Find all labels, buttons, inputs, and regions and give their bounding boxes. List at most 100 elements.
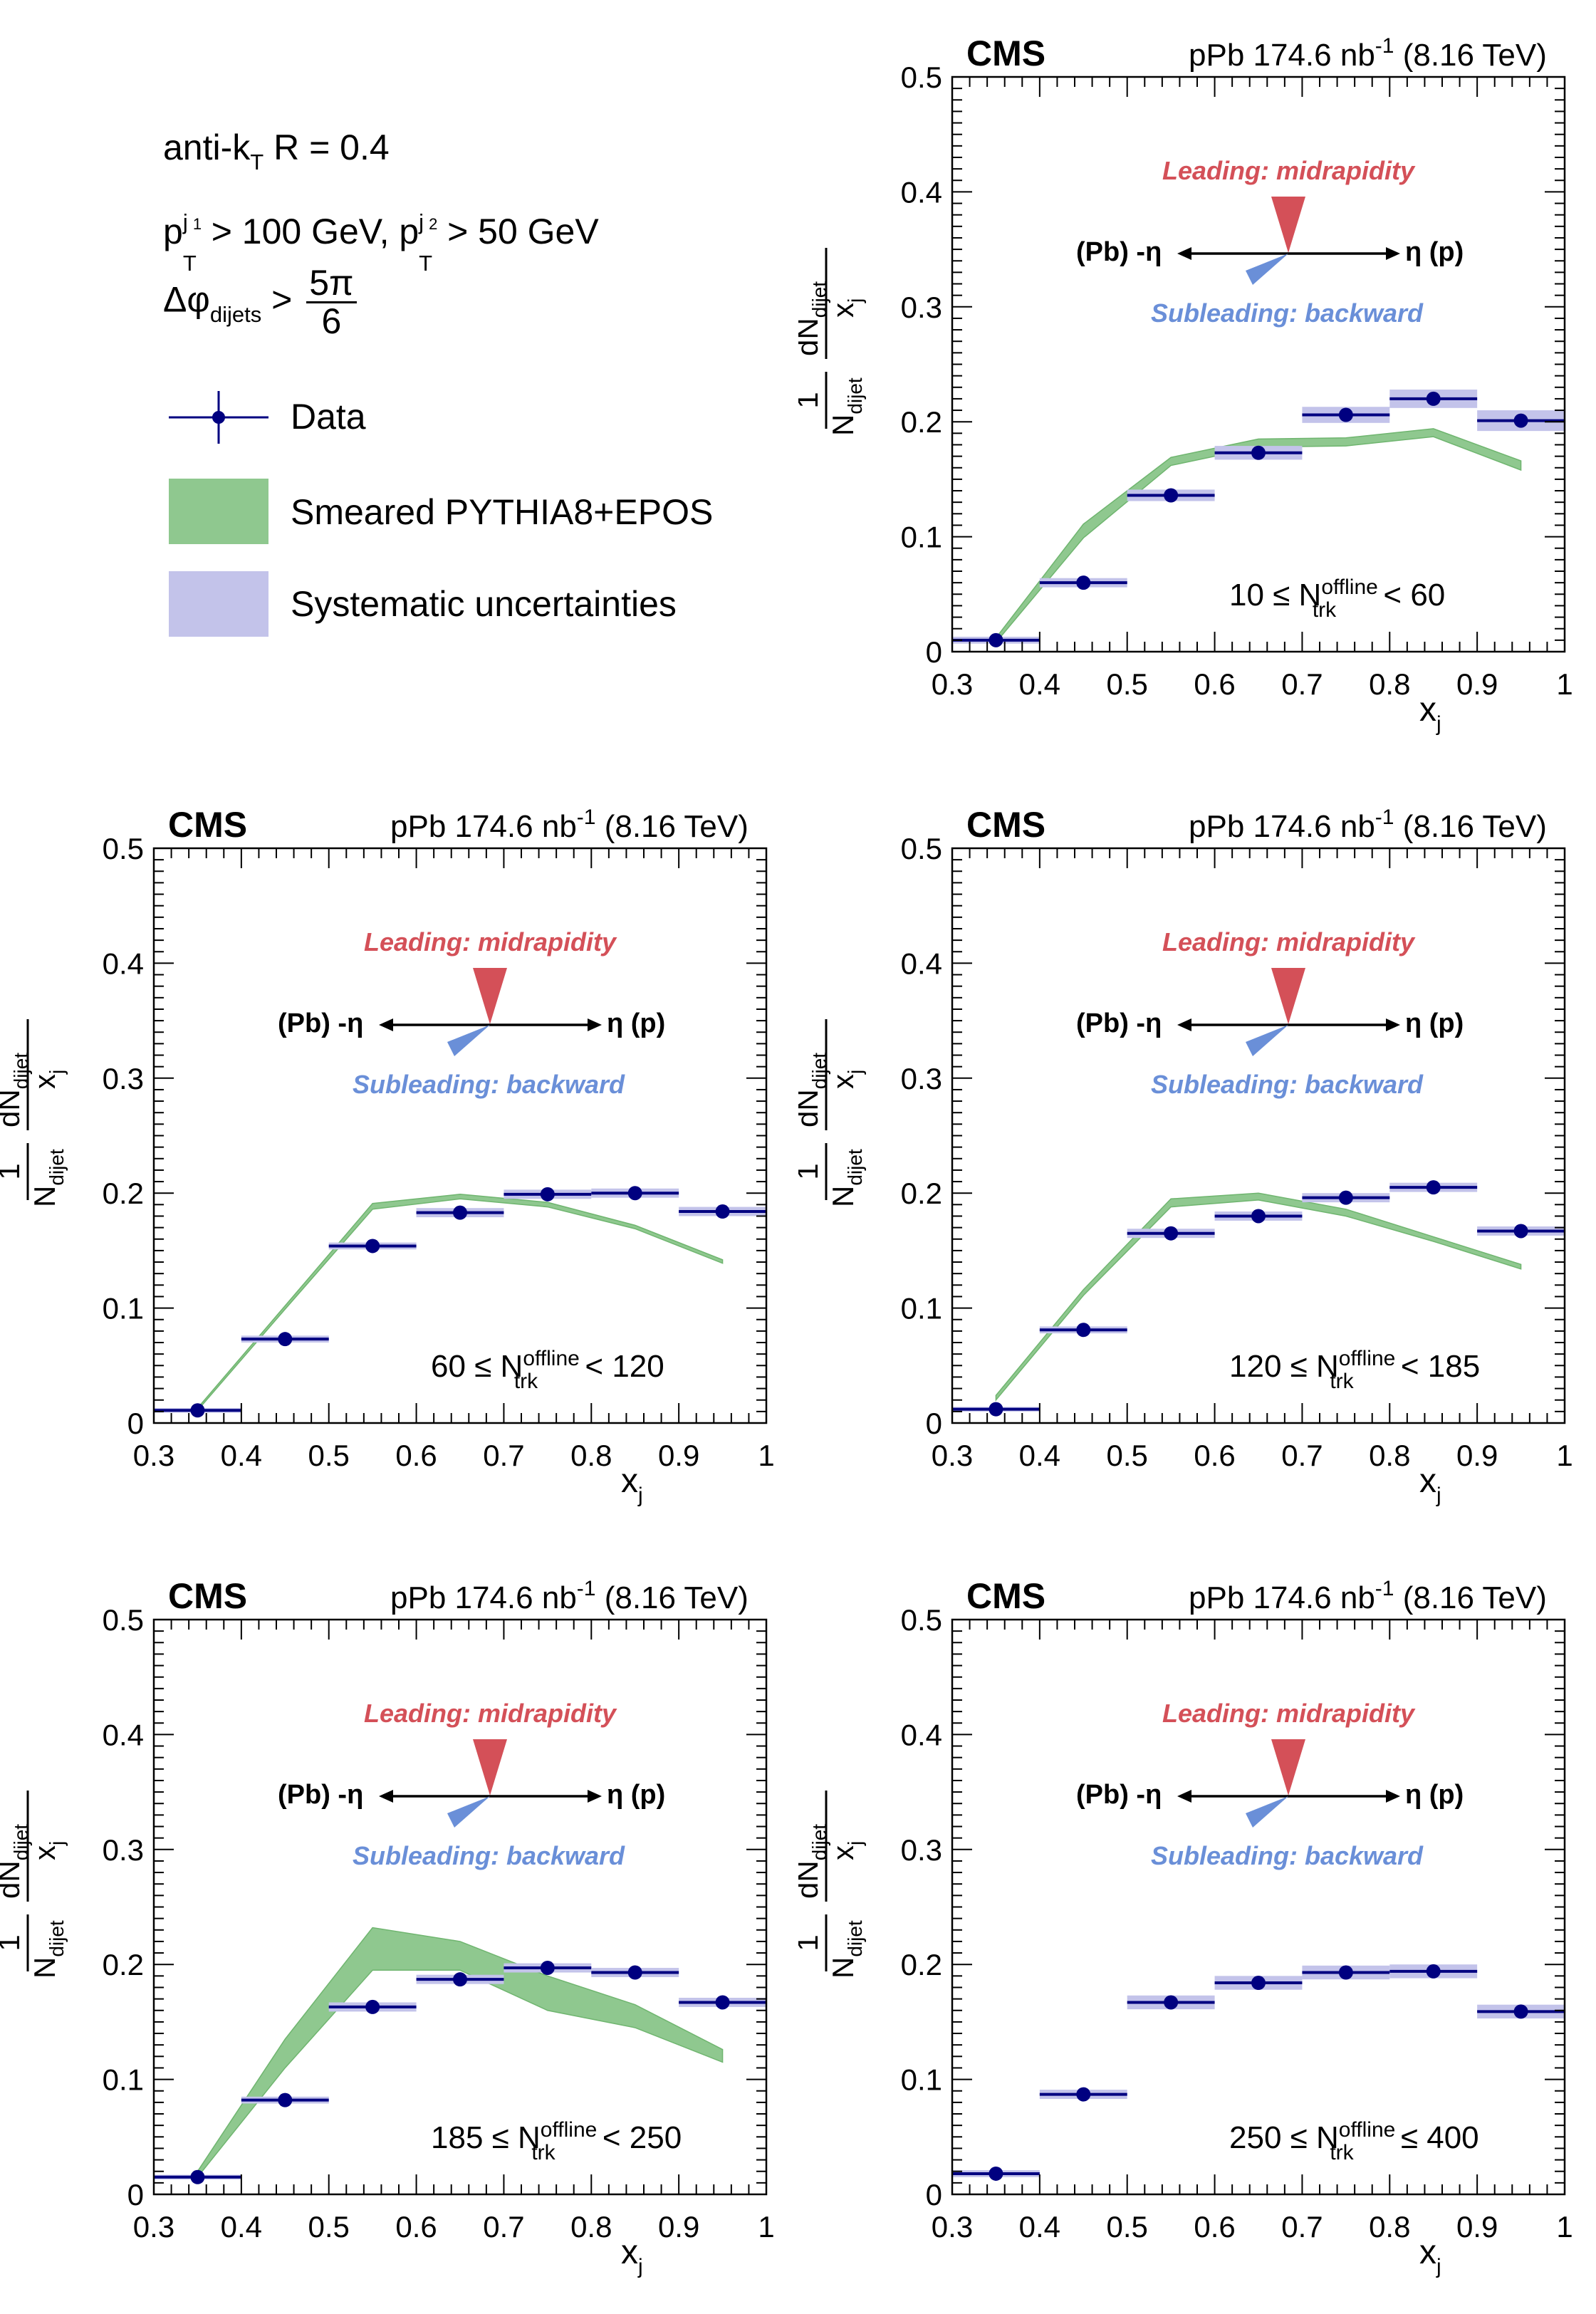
eta-right-label: η (p): [1405, 1009, 1464, 1038]
y-label-one: 1: [0, 1934, 26, 1951]
x-tick-label: 1: [1556, 2210, 1572, 2243]
x-tick-label: 0.7: [1281, 2210, 1323, 2243]
data-point: [1513, 2004, 1528, 2019]
x-tick-label: 0.6: [395, 1439, 437, 1472]
y-tick-label: 0.1: [103, 2063, 144, 2097]
y-tick-label: 0.5: [901, 1603, 942, 1637]
chart-svg: 0.3 0.4 0.5 0.6 0.7 0.8 0.9 1 0 0.1 0.2 0.3 0.4 0.5 xj…: [798, 1576, 1573, 2278]
legend-syst-label: Systematic uncertainties: [291, 584, 677, 624]
multiplicity-range-label: 185 ≤ Noffline trk < 250: [431, 2118, 682, 2164]
data-point: [1513, 413, 1528, 428]
data-point: [365, 1999, 380, 2014]
y-axis-label: 1NdijetdNdijetxj: [798, 1791, 866, 1979]
y-tick-label: 0: [926, 1407, 942, 1440]
cms-label: CMS: [966, 1576, 1045, 1616]
leading-cone: [1271, 1739, 1305, 1796]
eta-arrow-right: [1386, 1018, 1400, 1031]
multiplicity-range-label: 250 ≤ Noffline trk ≤ 400: [1229, 2118, 1479, 2164]
x-tick-label: 0.4: [221, 2210, 262, 2243]
y-tick-label: 0.2: [103, 1948, 144, 1981]
y-label-xj: xj: [826, 1841, 866, 1860]
x-axis-label: xj: [1419, 1462, 1441, 1507]
y-label-dN: dNdijet: [798, 1053, 830, 1127]
x-tick-label: 0.6: [1194, 667, 1235, 701]
y-axis-label: 1NdijetdNdijetxj: [798, 1019, 866, 1207]
data-point: [278, 2092, 293, 2107]
leading-cone: [1271, 968, 1305, 1024]
x-tick-label: 0.4: [1019, 1439, 1060, 1472]
jet-algorithm-label: anti-kT R = 0.4: [163, 127, 390, 174]
x-tick-label: 0.8: [570, 1439, 612, 1472]
data-point: [1338, 407, 1353, 422]
data-point: [278, 1332, 293, 1347]
data-point: [1076, 2087, 1091, 2102]
subleading-label: Subleading: backward: [1151, 298, 1424, 328]
y-axis-label: 1NdijetdNdijetxj: [0, 1791, 68, 1979]
x-tick-label: 0.8: [1369, 1439, 1410, 1472]
data-point: [989, 1402, 1003, 1417]
data-point: [1251, 445, 1266, 460]
multiplicity-range-label: 10 ≤ Noffline trk < 60: [1229, 575, 1445, 622]
x-tick-label: 0.9: [658, 1439, 699, 1472]
eta-arrow-right: [588, 1018, 602, 1031]
subleading-label: Subleading: backward: [1151, 1070, 1424, 1099]
x-axis-label: xj: [1419, 2234, 1441, 2278]
subleading-label: Subleading: backward: [353, 1841, 625, 1870]
data-point: [190, 2169, 205, 2184]
chart-panel-ntrk-250-400: 0.3 0.4 0.5 0.6 0.7 0.8 0.9 1 0 0.1 0.2 0.3 0.4 0.5 xj…: [798, 1543, 1596, 2314]
y-tick-label: 0.4: [901, 947, 942, 980]
chart-panel-ntrk-185-250: 0.3 0.4 0.5 0.6 0.7 0.8 0.9 1 0 0.1 0.2 0.3 0.4 0.5 xj…: [0, 1543, 798, 2314]
x-tick-label: 0.3: [932, 2210, 973, 2243]
x-tick-label: 1: [1556, 667, 1572, 701]
leading-cone: [473, 968, 507, 1024]
x-tick-label: 0.3: [133, 2210, 174, 2243]
dphi-cut-label: Δφdijets > 5π 6: [163, 265, 357, 340]
y-axis-label: 1NdijetdNdijetxj: [798, 248, 866, 436]
x-tick-label: 0.4: [1019, 2210, 1060, 2243]
multiplicity-range-label: 120 ≤ Noffline trk < 185: [1229, 1347, 1480, 1393]
x-tick-label: 0.7: [1281, 667, 1323, 701]
y-label-N: Ndijet: [28, 1920, 68, 1979]
data-point: [1338, 1965, 1353, 1980]
y-label-one: 1: [798, 392, 824, 408]
data-point: [1164, 1226, 1179, 1241]
eta-arrow-right: [1386, 247, 1400, 260]
cms-label: CMS: [168, 1576, 247, 1616]
y-label-xj: xj: [28, 1070, 68, 1089]
mc-band: [995, 1192, 1522, 1402]
chart-svg: 0.3 0.4 0.5 0.6 0.7 0.8 0.9 1 0 0.1 0.2 0.3 0.4 0.5 xj…: [0, 805, 775, 1507]
leading-label: Leading: midrapidity: [1162, 927, 1416, 957]
y-label-xj: xj: [826, 298, 866, 318]
chart-svg: 0.3 0.4 0.5 0.6 0.7 0.8 0.9 1 0 0.1 0.2 0.3 0.4 0.5 xj…: [798, 33, 1573, 736]
lumi-label: pPb 174.6 nb-1 (8.16 TeV): [1189, 34, 1547, 73]
x-axis-label: xj: [621, 1462, 643, 1507]
x-tick-label: 0.7: [483, 1439, 524, 1472]
data-point: [1164, 488, 1179, 503]
subleading-label: Subleading: backward: [353, 1070, 625, 1099]
x-tick-label: 0.4: [1019, 667, 1060, 701]
data-point: [540, 1961, 555, 1976]
data-point: [1513, 1224, 1528, 1239]
subleading-cone: [1246, 1025, 1288, 1056]
legend-syst-swatch: [169, 571, 268, 637]
leading-label: Leading: midrapidity: [1162, 156, 1416, 185]
lumi-label: pPb 174.6 nb-1 (8.16 TeV): [1189, 806, 1547, 844]
x-tick-label: 0.9: [1456, 667, 1498, 701]
multiplicity-range-label: 60 ≤ Noffline trk < 120: [431, 1347, 664, 1393]
data-point: [190, 1403, 205, 1418]
chart-svg: 0.3 0.4 0.5 0.6 0.7 0.8 0.9 1 0 0.1 0.2 0.3 0.4 0.5 xj…: [798, 805, 1573, 1507]
x-tick-label: 0.5: [1107, 667, 1148, 701]
y-label-N: Ndijet: [826, 1149, 866, 1207]
leading-cone: [473, 1739, 507, 1796]
y-tick-label: 0.4: [901, 175, 942, 209]
y-tick-label: 0.1: [901, 1292, 942, 1325]
x-tick-label: 0.3: [932, 1439, 973, 1472]
leading-label: Leading: midrapidity: [364, 927, 617, 957]
x-tick-label: 0.9: [1456, 1439, 1498, 1472]
data-point: [540, 1187, 555, 1202]
eta-right-label: η (p): [1405, 1780, 1464, 1810]
y-tick-label: 0.1: [103, 1292, 144, 1325]
x-tick-label: 0.3: [932, 667, 973, 701]
data-point: [1251, 1976, 1266, 1991]
